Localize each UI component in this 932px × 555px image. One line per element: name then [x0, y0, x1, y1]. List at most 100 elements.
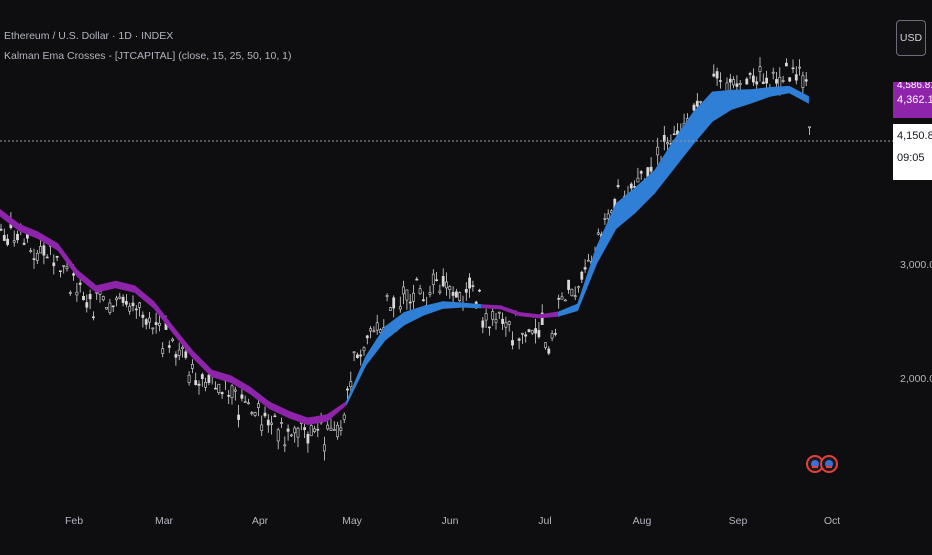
candle-body: [78, 282, 82, 285]
y-axis: 3,000.00 2,000.00: [900, 259, 932, 385]
band-segment: [346, 356, 367, 405]
candle-body: [29, 250, 33, 252]
candle-body: [200, 374, 204, 379]
candle-body: [115, 297, 118, 301]
candle-body: [435, 279, 439, 282]
candle-body: [336, 424, 340, 438]
candle-body: [497, 311, 501, 314]
candle-body: [547, 348, 551, 354]
candle-body: [468, 277, 472, 289]
indicator-legend[interactable]: Kalman Ema Crosses - [JTCAPITAL] (close,…: [4, 50, 292, 62]
candle-body: [454, 291, 458, 298]
candle-body: [174, 354, 178, 358]
candle-body: [788, 77, 792, 82]
candle-body: [728, 78, 732, 83]
candle-body: [101, 296, 105, 301]
band-segment: [788, 85, 809, 104]
candle-body: [131, 302, 135, 307]
candle-body: [12, 240, 16, 243]
band-segment: [134, 285, 155, 310]
candle-body: [240, 394, 244, 399]
candle-body: [418, 288, 422, 295]
candle-body: [349, 381, 353, 388]
candle-body: [415, 278, 419, 281]
candle-body: [187, 374, 191, 383]
candle-body: [583, 267, 587, 270]
candle-body: [392, 297, 396, 309]
candle-body: [243, 401, 247, 403]
candle-body: [718, 80, 722, 82]
candle-body: [501, 318, 505, 324]
candle-body: [276, 429, 280, 442]
candle-body: [534, 328, 538, 334]
candle-body: [253, 412, 257, 416]
candle-body: [39, 246, 43, 254]
currency-button[interactable]: USD: [896, 20, 926, 56]
candle-body: [88, 293, 92, 300]
candle-body: [761, 81, 765, 85]
candle-body: [263, 412, 267, 417]
candle-body: [438, 290, 442, 293]
x-tick-label: Feb: [65, 515, 83, 527]
candle-body: [646, 167, 650, 177]
candle-body: [636, 177, 640, 183]
symbol-title: Ethereum / U.S. Dollar · 1D · INDEX: [4, 30, 174, 42]
candle-body: [388, 307, 392, 311]
kalman-ema-band: [0, 85, 809, 426]
candle-body: [458, 292, 462, 301]
band-segment: [365, 325, 386, 367]
candle-body: [326, 424, 330, 430]
x-tick-label: Mar: [155, 515, 174, 527]
candle-body: [250, 412, 254, 415]
candle-body: [144, 319, 148, 325]
candle-body: [537, 330, 541, 338]
candle-body: [296, 427, 300, 438]
candle-body: [563, 299, 567, 302]
candle-body: [540, 312, 544, 325]
candle-body: [570, 288, 574, 297]
event-markers: [806, 455, 838, 473]
candle-body: [316, 428, 320, 431]
candle-body: [520, 332, 524, 335]
band-segment: [307, 414, 328, 426]
candle-body: [65, 266, 69, 270]
candle-body: [85, 302, 89, 308]
candle-body: [408, 301, 412, 304]
candle-body: [656, 146, 660, 156]
candle-body: [266, 419, 270, 426]
candle-body: [355, 354, 359, 358]
candle-body: [580, 271, 584, 280]
candle-body: [801, 75, 805, 88]
candle-body: [68, 292, 72, 294]
candle-body: [151, 327, 155, 330]
candle-body: [385, 295, 389, 297]
candle-body: [738, 83, 742, 85]
y-tick-label: 3,000.00: [900, 259, 932, 271]
us-flag-event-icon-2[interactable]: [820, 455, 838, 473]
candle-body: [118, 296, 122, 299]
band-segment: [692, 91, 713, 146]
candle-body: [530, 330, 534, 334]
candle-body: [751, 75, 755, 83]
candle-body: [128, 305, 132, 312]
indicator-price-value: 4,362.17: [897, 94, 932, 106]
candle-body: [725, 82, 729, 92]
candle-body: [105, 306, 109, 310]
candle-body: [573, 295, 577, 298]
candle-body: [342, 414, 346, 420]
band-segment: [500, 305, 521, 317]
candle-body: [138, 302, 142, 308]
candle-body: [494, 319, 498, 323]
candle-body: [220, 392, 224, 395]
candle-body: [379, 329, 382, 333]
band-segment: [96, 280, 116, 293]
candle-body: [712, 73, 716, 77]
candle-body: [527, 329, 531, 333]
candle-body: [332, 429, 336, 431]
band-segment: [269, 401, 290, 419]
x-tick-label: Oct: [824, 515, 840, 527]
candle-body: [352, 351, 356, 354]
candle-body: [478, 289, 481, 292]
